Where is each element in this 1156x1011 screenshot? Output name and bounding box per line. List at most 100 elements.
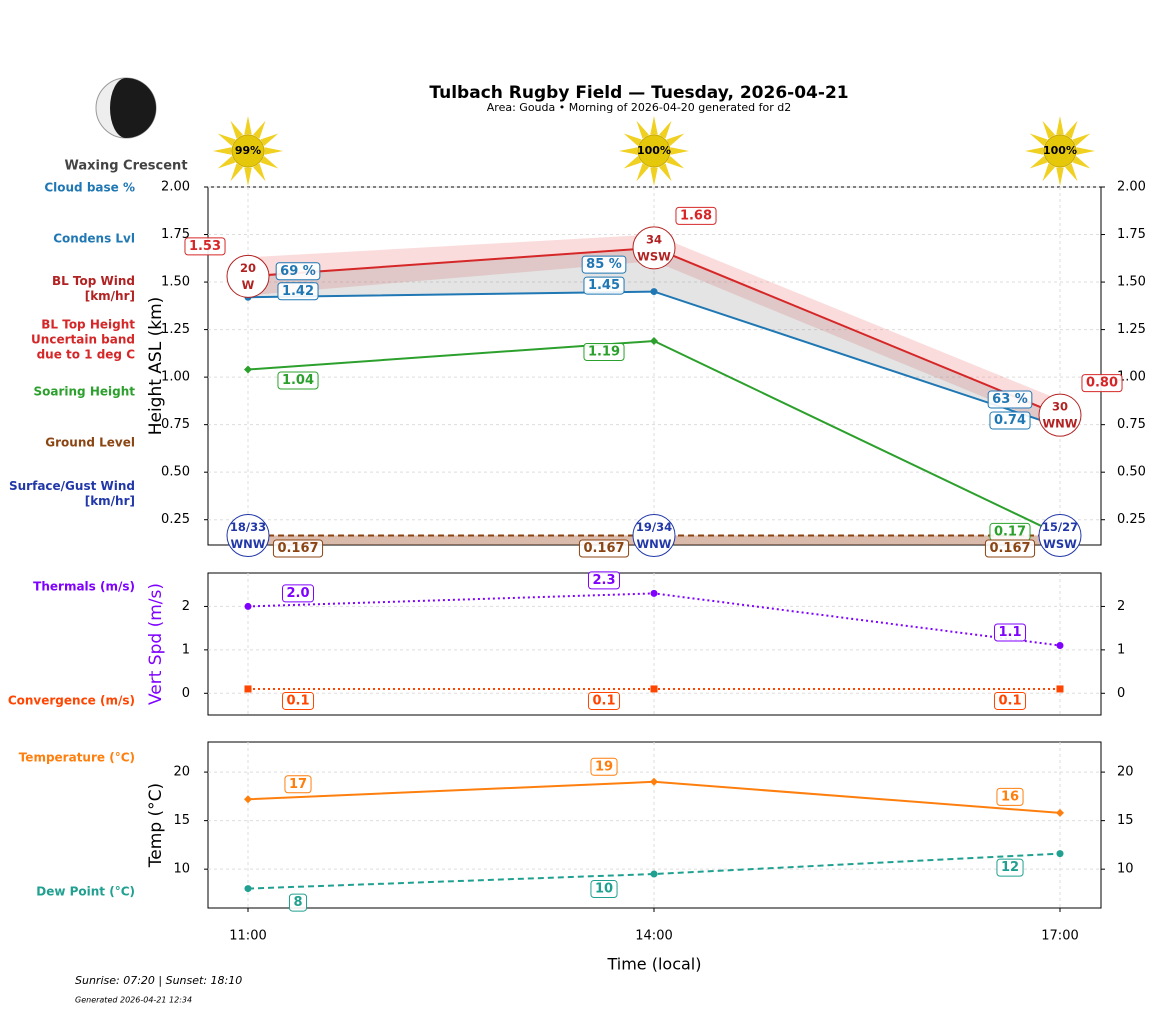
y2-tick-label: 1.00 (1117, 370, 1146, 385)
value-label: 12 (1001, 860, 1019, 875)
marker (244, 685, 252, 693)
y2-tick-label: 0.50 (1117, 465, 1146, 480)
x-tick-label: 11:00 (229, 929, 266, 944)
wind-direction: WNW (1043, 417, 1078, 431)
y2-tick-label: 15 (1117, 813, 1134, 828)
y2-tick-label: 1.25 (1117, 322, 1146, 337)
x-tick-label: 17:00 (1041, 929, 1078, 944)
wind-circle (226, 513, 270, 557)
y-tick-label: 10 (173, 862, 190, 877)
value-label: 0.80 (1086, 376, 1118, 391)
y-tick-label: 15 (173, 813, 190, 828)
y2-tick-label: 2 (1117, 599, 1125, 614)
value-label-box (590, 880, 618, 899)
value-label: 0.167 (583, 541, 624, 556)
y-tick-label: 1 (182, 642, 190, 657)
sun-ray (666, 133, 685, 146)
sun-ray (217, 156, 236, 169)
value-label-box (984, 539, 1036, 558)
sun-ray (636, 163, 649, 182)
value-label-box (996, 858, 1024, 877)
y-tick-label: 0 (182, 686, 190, 701)
legend-entry: Thermals (m/s) (33, 579, 135, 594)
y-tick-label: 20 (173, 765, 190, 780)
value-label: 1.19 (588, 344, 620, 359)
sun-label: 100% (637, 144, 671, 157)
value-label-box (675, 206, 717, 225)
value-label-box (272, 539, 324, 558)
sun-ray (1072, 133, 1091, 146)
marker (244, 602, 252, 610)
chart-subtitle: Area: Gouda • Morning of 2026-04-20 gene… (487, 101, 791, 114)
y-axis-label: Temp (°C) (146, 783, 166, 868)
legend-entry: Ground Level (45, 435, 135, 450)
wind-direction: W (242, 278, 255, 292)
sun-ray (636, 120, 649, 139)
sun-label: 99% (235, 144, 261, 157)
value-label: 1.1 (998, 625, 1021, 640)
wind-circle (632, 513, 676, 557)
wind-direction: WSW (1043, 537, 1077, 551)
marker (650, 336, 658, 345)
value-label: 2.3 (592, 573, 615, 588)
sun-ray (1065, 163, 1078, 182)
wind-circle (632, 226, 676, 270)
sun-ray (619, 147, 638, 155)
sun-disc (1043, 134, 1077, 168)
sun-ray (650, 167, 658, 186)
series-line (247, 852, 1061, 890)
marker (1056, 850, 1064, 858)
value-label: 1.53 (189, 239, 221, 254)
wind-speed: 34 (646, 232, 662, 246)
value-label: 85 % (586, 257, 622, 272)
sun-label: 100% (1043, 144, 1077, 157)
value-label: 1.04 (282, 373, 314, 388)
value-label: 0.1 (998, 693, 1021, 708)
legend-entry: BL Top Height Uncertain band due to 1 de… (31, 317, 135, 362)
wind-speed: 30 (1052, 400, 1068, 414)
value-label-box (989, 411, 1031, 430)
sun-ray (670, 147, 689, 155)
sun-ray (1025, 147, 1044, 155)
moon-shadow (110, 78, 156, 138)
legend-entry: Temperature (°C) (18, 750, 135, 765)
value-label-box (993, 691, 1027, 710)
sun-times: Sunrise: 07:20 | Sunset: 18:10 (75, 974, 242, 987)
sun-ray (1042, 163, 1055, 182)
y-tick-label: 0.75 (161, 417, 190, 432)
legend-entry: Convergence (m/s) (7, 693, 135, 708)
value-label-box (284, 775, 312, 794)
wind-direction: WNW (231, 537, 266, 551)
y2-tick-label: 1.50 (1117, 275, 1146, 290)
sun-ray (260, 156, 279, 169)
value-label: 0.1 (286, 693, 309, 708)
sun-ray (659, 120, 672, 139)
y2-tick-label: 10 (1117, 862, 1134, 877)
value-label-box (277, 371, 319, 390)
value-label-box (275, 262, 321, 281)
value-label: 0.74 (994, 413, 1026, 428)
sun-ray (230, 120, 243, 139)
sun-ray (213, 147, 232, 155)
sun-ray (1076, 147, 1095, 155)
uncertainty-band (248, 234, 1060, 429)
sun-ray (244, 167, 252, 186)
y-tick-label: 2.00 (161, 180, 190, 195)
sun-ray (253, 163, 266, 182)
y-axis-label: Vert Spd (m/s) (146, 583, 166, 705)
y-tick-label: 2 (182, 599, 190, 614)
legend-entry: BL Top Wind [km/hr] (51, 274, 135, 303)
sun-ray (1042, 120, 1055, 139)
value-label-box (1081, 374, 1123, 393)
sun-ray (659, 163, 672, 182)
sun-ray (1029, 156, 1048, 169)
value-label: 17 (289, 777, 307, 792)
y-tick-label: 0.50 (161, 465, 190, 480)
y2-tick-label: 2.00 (1117, 180, 1146, 195)
marker (244, 365, 252, 374)
value-label: 69 % (280, 264, 316, 279)
y2-tick-label: 0.25 (1117, 512, 1146, 527)
value-label-box (288, 893, 308, 912)
value-label: 63 % (992, 392, 1028, 407)
